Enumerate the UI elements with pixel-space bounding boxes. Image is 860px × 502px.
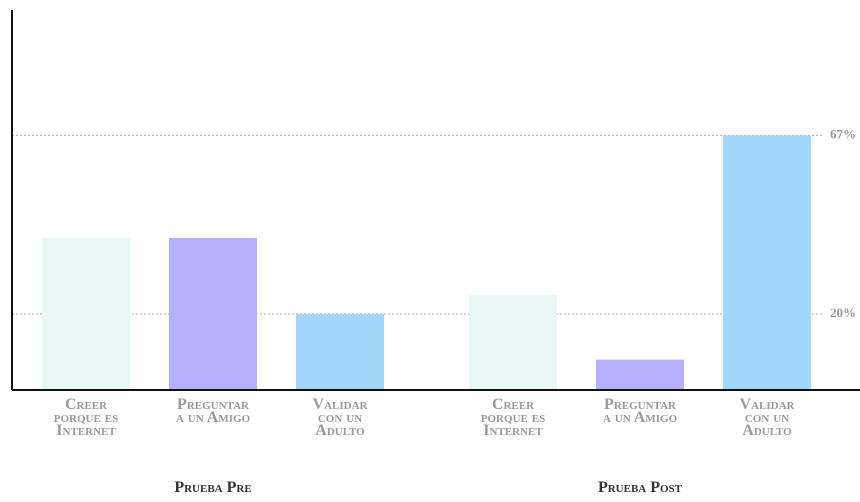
category-label: Preguntar a un Amigo <box>602 396 678 426</box>
y-tick-label: 20% <box>830 305 856 320</box>
category-label: Preguntar a un Amigo <box>175 396 251 426</box>
bar <box>596 359 684 390</box>
bar <box>296 314 384 390</box>
group-label: Prueba Post <box>597 479 683 496</box>
bar <box>169 238 257 390</box>
bar <box>469 295 557 390</box>
category-label: Validar con un Adulto <box>312 396 368 439</box>
bar <box>723 135 811 390</box>
group-label: Prueba Pre <box>174 479 252 496</box>
category-label: Creer porque es Internet <box>53 396 119 439</box>
category-label: Validar con un Adulto <box>739 396 795 439</box>
bar <box>42 238 130 390</box>
category-label: Creer porque es Internet <box>480 396 546 439</box>
y-tick-label: 67% <box>830 126 856 141</box>
